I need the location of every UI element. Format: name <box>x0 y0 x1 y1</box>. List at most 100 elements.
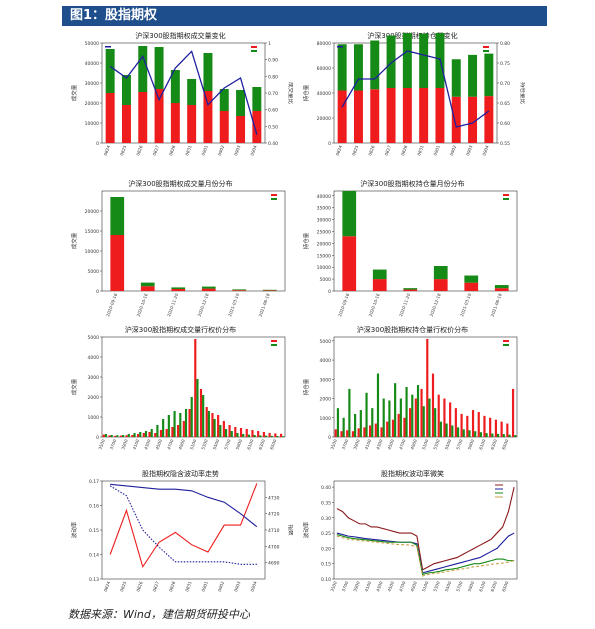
bar-green <box>252 87 262 111</box>
bar-red <box>188 409 191 437</box>
bar-red <box>205 407 208 437</box>
bar-red <box>257 431 260 437</box>
bar-green <box>342 417 345 437</box>
bar-green <box>110 197 125 235</box>
bar-green <box>439 421 442 437</box>
y-tick-label: 0 <box>96 435 99 441</box>
bar-green <box>171 287 186 289</box>
legend-swatch <box>337 46 343 48</box>
bar-red <box>351 431 355 437</box>
y-tick-label: 0.15 <box>89 528 99 534</box>
bar-red <box>154 89 164 143</box>
x-tick-label: 0902 <box>217 580 225 592</box>
bar-red <box>484 96 494 143</box>
x-tick-label: 6300 <box>490 438 498 450</box>
bar-green <box>202 395 205 437</box>
bar-green <box>342 191 357 237</box>
bar-green <box>468 54 478 97</box>
bar-red <box>105 93 115 143</box>
x-tick-label: 0826 <box>135 144 143 156</box>
y-axis-label: 持仓量 <box>302 232 310 249</box>
bar-green <box>464 275 479 283</box>
x-tick-label: 4100 <box>132 438 140 450</box>
bar-green <box>282 436 285 437</box>
bar-red <box>148 432 151 437</box>
bar-red <box>437 394 440 437</box>
y-axis-label: 成交量 <box>70 84 78 101</box>
bar-red <box>337 90 347 143</box>
y2-tick-label: 0.70 <box>500 81 510 87</box>
bar-red <box>419 88 429 143</box>
bar-red <box>414 398 417 437</box>
bar-red <box>252 111 262 143</box>
bar-green <box>207 411 210 437</box>
bar-red <box>460 413 463 437</box>
bar-green <box>150 429 153 437</box>
legend-swatch <box>503 194 509 196</box>
y-tick-label: 0.35 <box>321 500 331 506</box>
bar-green <box>201 286 216 289</box>
bar-red <box>420 388 423 437</box>
x-tick-label: 4300 <box>375 438 383 450</box>
y-tick-label: 20000 <box>317 116 331 122</box>
series-line-1 <box>336 532 515 574</box>
bar-green <box>359 410 362 437</box>
y-tick-label: 15000 <box>85 229 99 235</box>
x-tick-label: 5900 <box>467 580 475 592</box>
bar-green <box>162 419 165 437</box>
x-tick-label: 0901 <box>433 144 441 156</box>
bar-red <box>194 339 197 437</box>
bar-red <box>409 408 412 437</box>
bar-red <box>234 427 237 437</box>
y-tick-label: 30000 <box>85 81 99 87</box>
legend-swatch <box>251 50 257 52</box>
y-axis-label: 波动率 <box>302 521 310 538</box>
x-tick-label: 4500 <box>387 580 395 592</box>
bar-red <box>142 433 145 437</box>
bar-green <box>170 70 180 103</box>
y-tick-label: 0.17 <box>89 479 99 485</box>
bar-green <box>190 397 193 437</box>
bar-green <box>485 433 488 437</box>
bar-red <box>268 433 271 437</box>
bar-green <box>196 379 199 437</box>
bar-green <box>104 434 108 437</box>
plot-frame <box>101 336 286 438</box>
bar-red <box>464 282 479 291</box>
bar-red <box>466 415 469 437</box>
bar-red <box>232 290 247 291</box>
bar-green <box>388 400 391 437</box>
bar-green <box>411 394 414 437</box>
bar-red <box>203 91 213 143</box>
chart-c8: 股指期权波动率微笑 0.10 0.15 0.20 0.25 0.30 0.35 0.40 波动率… <box>300 467 525 605</box>
bar-green <box>247 434 251 437</box>
bar-red <box>435 88 445 143</box>
x-tick-label: 4500 <box>155 438 163 450</box>
bar-red <box>119 435 123 437</box>
legend-swatch <box>271 198 277 200</box>
bar-red <box>125 435 128 437</box>
bar-red <box>102 434 105 437</box>
x-tick-label: 2020-11-20 <box>166 292 179 317</box>
bar-green <box>353 44 363 91</box>
bar-red <box>397 413 400 437</box>
x-tick-label: 5700 <box>455 438 463 450</box>
bar-green <box>370 40 380 90</box>
x-tick-label: 0824 <box>103 144 111 156</box>
y-tick-label: 3000 <box>320 377 332 383</box>
bar-green <box>428 398 431 437</box>
bar-red <box>483 415 486 437</box>
y-tick-label: 5000 <box>88 335 100 341</box>
x-tick-label: 6300 <box>490 580 498 592</box>
y-tick-label: 20000 <box>317 241 331 247</box>
x-tick-label: 2020-09-18 <box>337 292 350 317</box>
bar-green <box>422 406 425 437</box>
y-axis-label: 持仓量 <box>302 378 310 395</box>
series-line-2 <box>110 483 258 528</box>
bar-red <box>201 288 216 291</box>
y2-tick-label: 0.60 <box>268 108 278 114</box>
bar-red <box>274 433 277 437</box>
x-tick-label: 2020-12-18 <box>429 292 442 317</box>
y-tick-label: 5000 <box>320 277 332 283</box>
x-tick-label: 0903 <box>465 144 473 156</box>
